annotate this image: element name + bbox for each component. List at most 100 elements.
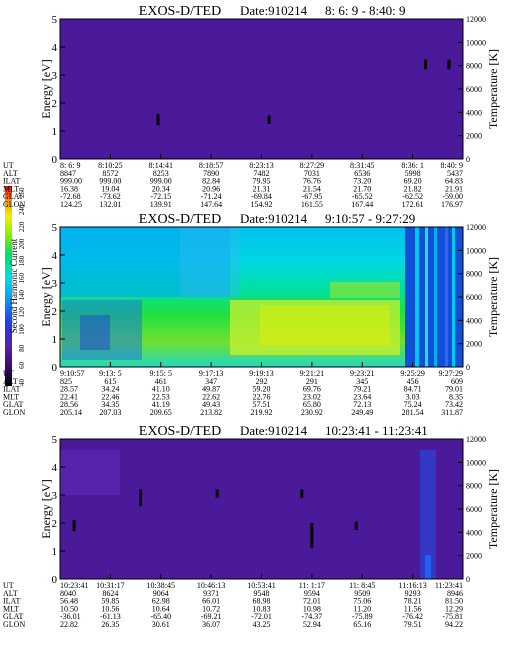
y2-tick-label: 2000 — [466, 132, 482, 141]
y-tick-label: 4 — [52, 42, 58, 54]
table-cell: 10.56 — [101, 604, 119, 613]
colorbar-tick-label: 120 — [18, 307, 26, 318]
table-row-label: ALT — [3, 589, 18, 598]
table-cell: 75.06 — [353, 597, 371, 606]
table-row-label: ILAT — [3, 385, 20, 394]
y-tick-label: 1 — [52, 126, 58, 138]
table-cell: 69.20 — [404, 177, 422, 186]
table-cell: 22.41 — [60, 392, 78, 401]
table-cell: 10.64 — [152, 604, 170, 613]
table-cell: 72.13 — [353, 400, 371, 409]
table-cell: 9509 — [354, 589, 370, 598]
table-cell: -61.13 — [100, 612, 121, 621]
table-cell: -65.52 — [352, 192, 373, 201]
colorbar-tick-label: 160 — [18, 272, 26, 283]
table-cell: 49.87 — [202, 385, 220, 394]
y2-tick-label: 8000 — [466, 482, 482, 491]
table-cell: 12.29 — [445, 604, 463, 613]
table-cell: 8847 — [60, 169, 76, 178]
table-cell: 43.25 — [253, 620, 271, 629]
colorbar-tick-label: 220 — [18, 221, 26, 232]
y2-axis-label: Temperature [K] — [486, 49, 500, 129]
blue-patches — [60, 450, 436, 579]
table-row-label: UT — [3, 369, 14, 378]
table-cell: 20.34 — [152, 184, 170, 193]
panel-middle: EXOS-D/TED Date:910214 9:10:57 - 9:27:29… — [3, 211, 500, 417]
table-cell: 11: 8:45 — [349, 581, 375, 590]
table-cell: 56.48 — [60, 597, 78, 606]
y-tick-label: 1 — [52, 334, 58, 346]
y2-tick-label: 10000 — [466, 38, 486, 47]
y2-tick-label: 6000 — [466, 293, 482, 302]
table-cell: 22.62 — [202, 392, 220, 401]
table-cell: 75.24 — [404, 400, 422, 409]
table-cell: 7890 — [203, 169, 219, 178]
colorbar-tick-label: 80 — [18, 344, 26, 352]
colorbar: Second Harmonic Current 40 60 80 100 120 140 1… — [5, 186, 26, 386]
table-cell: 154.92 — [251, 200, 273, 209]
y-tick-label: 3 — [52, 490, 58, 502]
table-cell: 21.70 — [353, 184, 371, 193]
table-row-label: MLT — [3, 184, 19, 193]
y2-tick-label: 10000 — [466, 246, 486, 255]
table-cell: 20.96 — [202, 184, 220, 193]
table-cell: 8:27:29 — [300, 161, 324, 170]
table-cell: 347 — [205, 377, 217, 386]
table-cell: 10:46:13 — [197, 581, 225, 590]
table-cell: 9:25:29 — [400, 369, 424, 378]
table-cell: 8:10:25 — [98, 161, 122, 170]
table-cell: 8:18:57 — [199, 161, 223, 170]
table-cell: 9:19:13 — [249, 369, 273, 378]
table-cell: 21.82 — [404, 184, 422, 193]
table-cell: 11.56 — [404, 604, 422, 613]
table-cell: 8253 — [153, 169, 169, 178]
table-cell: 10.83 — [253, 604, 271, 613]
table-cell: 73.20 — [353, 177, 371, 186]
y2-tick-label: 2000 — [466, 340, 482, 349]
colorbar-tick-label: 140 — [18, 290, 26, 301]
table-cell: 999.00 — [60, 177, 82, 186]
table-cell: 22.82 — [60, 620, 78, 629]
table-cell: -36.01 — [60, 612, 81, 621]
table-cell: 59.20 — [253, 385, 271, 394]
panel-title: EXOS-D/TED — [139, 424, 221, 439]
y-tick-label: 5 — [52, 222, 58, 234]
event-mark — [267, 115, 271, 124]
y2-tick-label: 12000 — [466, 223, 486, 232]
y-tick-label: 4 — [52, 250, 58, 262]
table-cell: 94.22 — [445, 620, 463, 629]
table-cell: 23.02 — [303, 392, 321, 401]
table-cell: 249.49 — [351, 408, 373, 417]
table-cell: 65.16 — [353, 620, 371, 629]
table-cell: 22.46 — [101, 392, 119, 401]
table-cell: 10:31:17 — [96, 581, 124, 590]
table-cell: 79.21 — [353, 385, 371, 394]
table-cell: 68.98 — [253, 597, 271, 606]
table-cell: 84.71 — [404, 385, 422, 394]
colorbar-tick-label: 180 — [18, 255, 26, 266]
event-mark — [354, 521, 358, 530]
table-row-label: GLAT — [3, 192, 24, 201]
table-cell: 52.94 — [303, 620, 321, 629]
table-row-label: MLT — [3, 604, 19, 613]
table-cell: -59.00 — [442, 192, 463, 201]
event-mark — [300, 489, 304, 498]
table-cell: 19.04 — [101, 184, 119, 193]
table-cell: 11:16:13 — [399, 581, 427, 590]
table-cell: 81.50 — [445, 597, 463, 606]
colorbar-tick-label: 100 — [18, 324, 26, 335]
table-cell: 8: 6: 9 — [60, 161, 80, 170]
table-cell: 16.38 — [60, 184, 78, 193]
plot-area — [60, 439, 463, 579]
table-cell: -71.24 — [201, 192, 222, 201]
y2-ticks: 0 2000 4000 6000 8000 10000 12000 — [458, 15, 486, 164]
table-cell: 82.84 — [202, 177, 220, 186]
table-row-label: GLON — [3, 200, 25, 209]
orbit-table: UTALTILATMLTGLATGLON10:23:41804056.4810.… — [3, 581, 463, 629]
table-cell: 10:23:41 — [60, 581, 88, 590]
event-marks — [156, 59, 451, 126]
table-cell: 161.55 — [301, 200, 323, 209]
table-cell: 132.01 — [99, 200, 121, 209]
